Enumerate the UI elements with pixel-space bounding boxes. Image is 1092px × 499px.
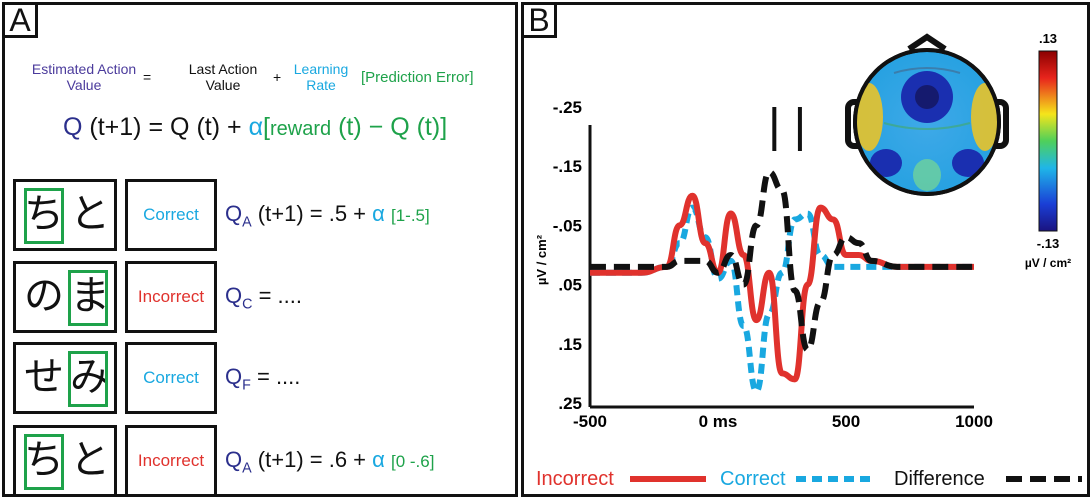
feedback-box: Incorrect bbox=[125, 261, 217, 333]
trial-equation: QC = .... bbox=[225, 283, 302, 313]
equals-sign: = bbox=[143, 69, 152, 85]
stimulus-box: せ み bbox=[13, 342, 117, 414]
selection-highlight bbox=[24, 434, 64, 490]
learning-rate-label: Learning Rate bbox=[293, 61, 349, 93]
feedback-label: Correct bbox=[143, 368, 199, 387]
prediction-error-label: [Prediction Error] bbox=[361, 69, 474, 86]
selection-highlight bbox=[24, 188, 64, 244]
legend-label-incorrect: Incorrect bbox=[536, 468, 614, 490]
colorbar-unit-label: µV / cm² bbox=[1025, 256, 1071, 270]
legend-label-correct: Correct bbox=[720, 468, 786, 490]
kana-right: ま bbox=[70, 273, 110, 319]
colorbar bbox=[1038, 50, 1058, 232]
x-tick-label: -500 bbox=[573, 412, 607, 431]
x-tick-label: 0 ms bbox=[699, 412, 738, 431]
stimulus-box: ち と bbox=[13, 179, 117, 251]
x-tick-label: 1000 bbox=[955, 412, 993, 431]
colorbar-top-label: .13 bbox=[1039, 31, 1057, 46]
colorbar-bottom-label: -.13 bbox=[1037, 236, 1059, 251]
kana-left: せ bbox=[24, 354, 64, 400]
panel-b: B bbox=[521, 2, 1090, 497]
feedback-label: Correct bbox=[143, 205, 199, 224]
update-formula: Q (t+1) = Q (t) + α[reward (t) − Q (t)] bbox=[63, 113, 448, 141]
trial-equation: QA (t+1) = .6 + α [0 -.6] bbox=[225, 447, 435, 477]
kana-right: と bbox=[70, 437, 110, 483]
x-tick-label: 500 bbox=[832, 412, 860, 431]
legend-label-difference: Difference bbox=[894, 468, 985, 490]
kana-left: の bbox=[24, 273, 64, 319]
selection-highlight bbox=[68, 351, 108, 407]
series-line-correct bbox=[589, 204, 974, 395]
y-axis-label: µV / cm² bbox=[534, 234, 549, 285]
feedback-box: Correct bbox=[125, 179, 217, 251]
panel-a-label: A bbox=[2, 2, 38, 38]
trial-equation: QA (t+1) = .5 + α [1-.5] bbox=[225, 201, 430, 231]
plus-sign: + bbox=[273, 69, 282, 85]
trial-equation: QF = .... bbox=[225, 364, 301, 394]
y-tick-label: .25 bbox=[558, 394, 582, 413]
stimulus-box: ち と bbox=[13, 425, 117, 497]
feedback-box: Incorrect bbox=[125, 425, 217, 497]
nose bbox=[907, 33, 947, 52]
stimulus-box: の ま bbox=[13, 261, 117, 333]
y-tick-label: -.15 bbox=[553, 157, 582, 176]
last-action-value-label: Last Action Value bbox=[188, 61, 258, 93]
estimated-action-value-label: Estimated Action Value bbox=[31, 61, 137, 93]
feedback-box: Correct bbox=[125, 342, 217, 414]
kana-left: ち bbox=[24, 437, 64, 483]
y-tick-label: .15 bbox=[558, 335, 582, 354]
selection-highlight bbox=[68, 270, 108, 326]
series-line-difference bbox=[590, 169, 974, 353]
erp-chart: .13 -.13 µV / cm² µV / cm² -.25 -.15 -.05.… bbox=[534, 31, 1082, 490]
y-tick-label: -.05 bbox=[553, 216, 582, 235]
kana-right: と bbox=[70, 191, 110, 237]
legend: Incorrect Correct Difference bbox=[536, 468, 1082, 490]
series-line-incorrect bbox=[589, 192, 974, 383]
y-tick-label: .05 bbox=[558, 276, 582, 295]
panel-a: A Estimated Action Value = Last Action V… bbox=[2, 2, 518, 497]
feedback-label: Incorrect bbox=[137, 287, 205, 306]
y-tick-label: -.25 bbox=[553, 98, 582, 117]
scalp-topography-map bbox=[845, 33, 1009, 196]
feedback-label: Incorrect bbox=[137, 451, 205, 470]
kana-left: ち bbox=[24, 191, 64, 237]
kana-right: み bbox=[70, 354, 110, 400]
panel-b-label: B bbox=[521, 2, 557, 38]
